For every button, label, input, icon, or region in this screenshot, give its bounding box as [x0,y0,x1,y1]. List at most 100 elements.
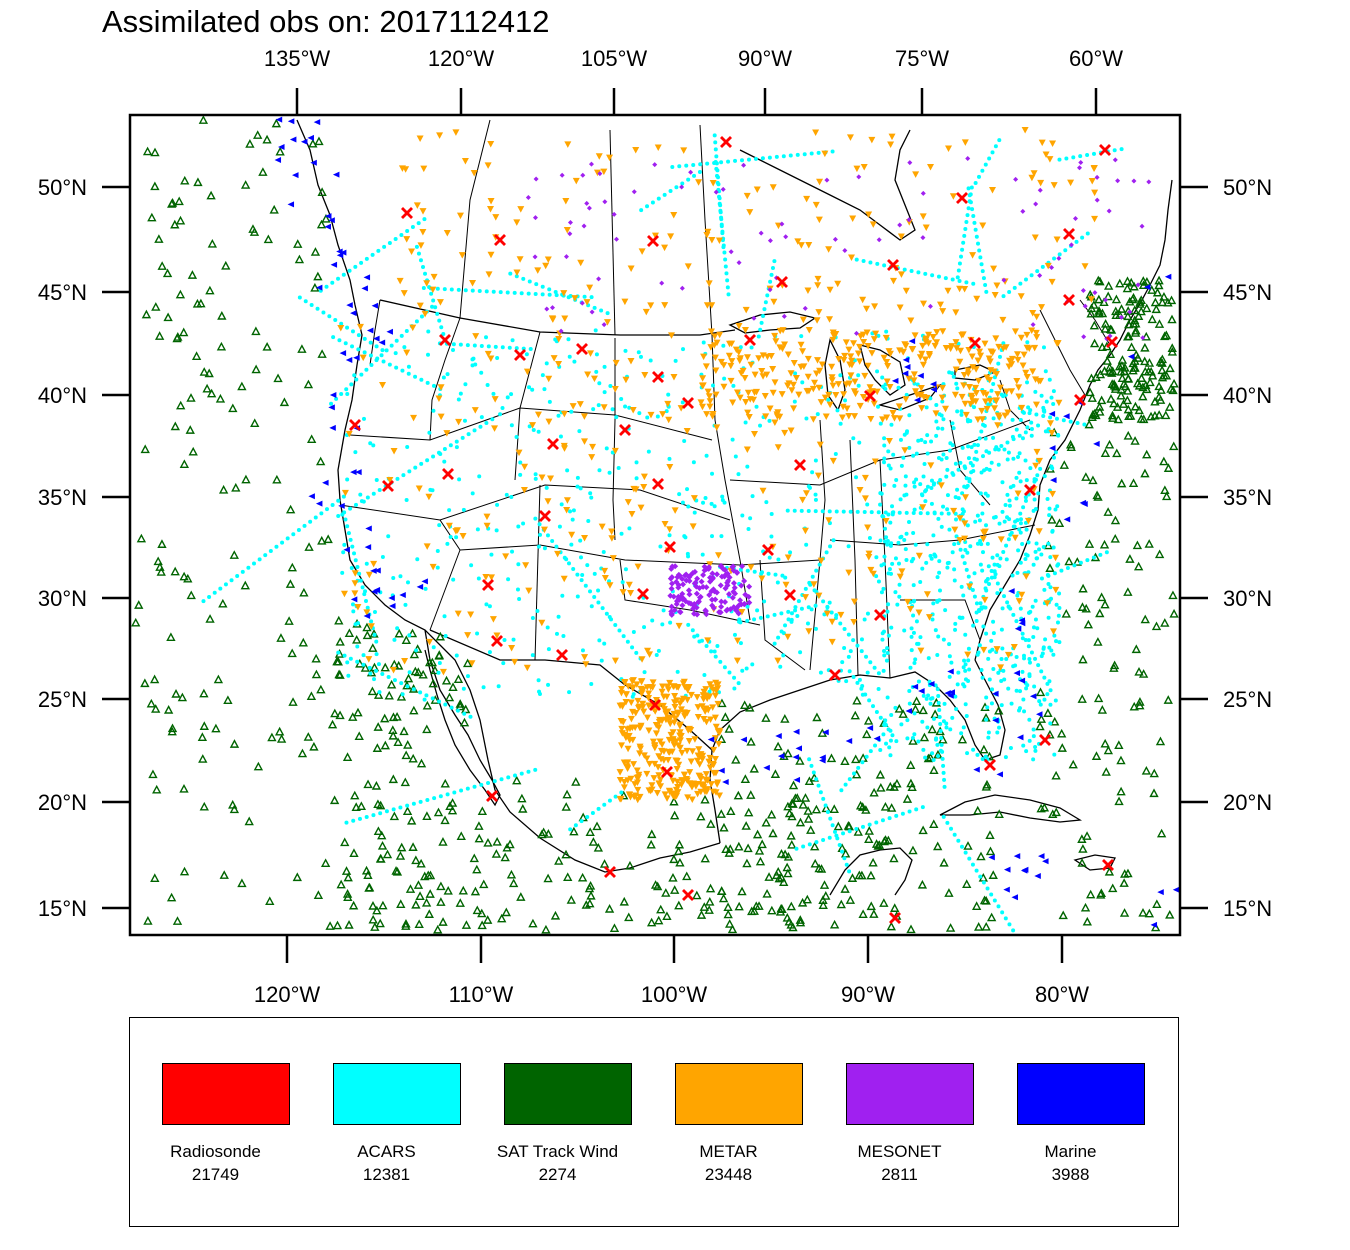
legend-swatch-acars [333,1063,461,1125]
acars-marker [610,450,615,455]
metar-marker [711,333,719,340]
sat-wind-marker [1057,743,1067,752]
sat-wind-marker [1130,401,1141,411]
sat-wind-marker [336,879,346,889]
sat-wind-marker [434,650,444,659]
acars-marker [923,499,928,504]
metar-marker [520,487,528,494]
metar-marker [459,533,467,540]
metar-marker [814,275,822,283]
acars-marker [1029,958,1033,962]
sat-wind-marker [754,845,765,855]
sat-wind-marker [1084,539,1095,548]
metar-marker [747,564,755,571]
metar-marker [491,425,499,432]
top-tick-label: 120°W [428,46,495,71]
metar-marker [704,388,712,396]
acars-marker [831,538,836,543]
acars-marker [960,445,965,450]
radiosonde-stroke [494,234,506,246]
acars-marker [759,320,764,325]
radiosonde-stroke [762,544,774,556]
sat-wind-marker [461,920,472,929]
metar-marker [823,610,831,618]
metar-marker [1002,344,1010,351]
sat-wind-marker [819,880,830,889]
acars-marker [772,259,777,264]
mesonet-marker [685,587,692,594]
metar-marker [979,389,987,397]
mesonet-marker [920,190,926,196]
sat-wind-marker [780,849,790,859]
metar-marker [801,527,809,535]
metar-marker [1023,344,1031,352]
metar-marker [598,523,606,531]
mesonet-marker [659,280,665,286]
sat-wind-marker [292,872,302,882]
metar-marker [795,391,803,399]
acars-marker [1011,928,1016,933]
mesonet-marker [683,571,690,578]
acars-marker [828,816,833,821]
acars-marker [1044,399,1049,404]
acars-marker [974,234,979,239]
acars-marker [596,806,601,811]
sat-wind-marker [1131,318,1141,328]
sat-wind-marker [349,848,359,857]
acars-marker [975,652,980,657]
acars-marker [719,160,724,165]
acars-marker [882,456,887,461]
acars-marker [1020,542,1025,547]
mesonet-marker [709,596,716,603]
acars-marker [893,556,898,561]
acars-marker [933,737,938,742]
metar-marker [834,280,842,288]
acars-marker [935,687,940,692]
sat-wind-marker [854,870,864,880]
metar-marker [816,178,824,186]
metar-marker [661,521,669,528]
sat-wind-marker [985,846,996,856]
acars-marker [613,794,618,799]
acars-marker [913,657,918,662]
radiosonde-stroke [556,649,568,661]
sat-wind-marker [783,748,793,758]
acars-marker [342,542,347,547]
acars-marker [945,493,950,498]
metar-marker [1035,457,1043,465]
acars-marker [838,373,843,378]
acars-marker [1031,734,1036,739]
metar-marker [968,353,976,360]
marine-marker [1144,284,1151,291]
acars-marker [1018,530,1023,535]
mesonet-marker [680,595,687,602]
acars-marker [1033,748,1038,753]
mesonet-marker [730,580,737,587]
acars-marker [978,538,983,543]
acars-marker [713,654,718,659]
acars-marker [1018,479,1023,484]
acars-marker [352,551,357,556]
metar-marker [666,526,674,533]
sat-wind-marker [879,836,889,846]
acars-marker [521,276,526,281]
acars-marker [770,266,775,271]
metar-marker [365,571,373,579]
marine-marker [274,157,282,164]
metar-marker [912,171,920,178]
mesonet-marker [720,565,727,572]
acars-marker [431,408,436,413]
acars-marker [371,443,376,448]
metar-marker [905,375,913,382]
sat-wind-marker [1035,721,1045,731]
acars-marker [753,156,758,161]
acars-marker [947,642,952,647]
sat-wind-marker [863,716,874,725]
acars-marker [1055,504,1060,509]
metar-marker [712,391,720,399]
acars-marker [936,426,941,431]
marine-marker [343,546,350,553]
sat-wind-marker [780,714,790,723]
acars-marker [795,152,800,157]
acars-marker [613,622,618,627]
